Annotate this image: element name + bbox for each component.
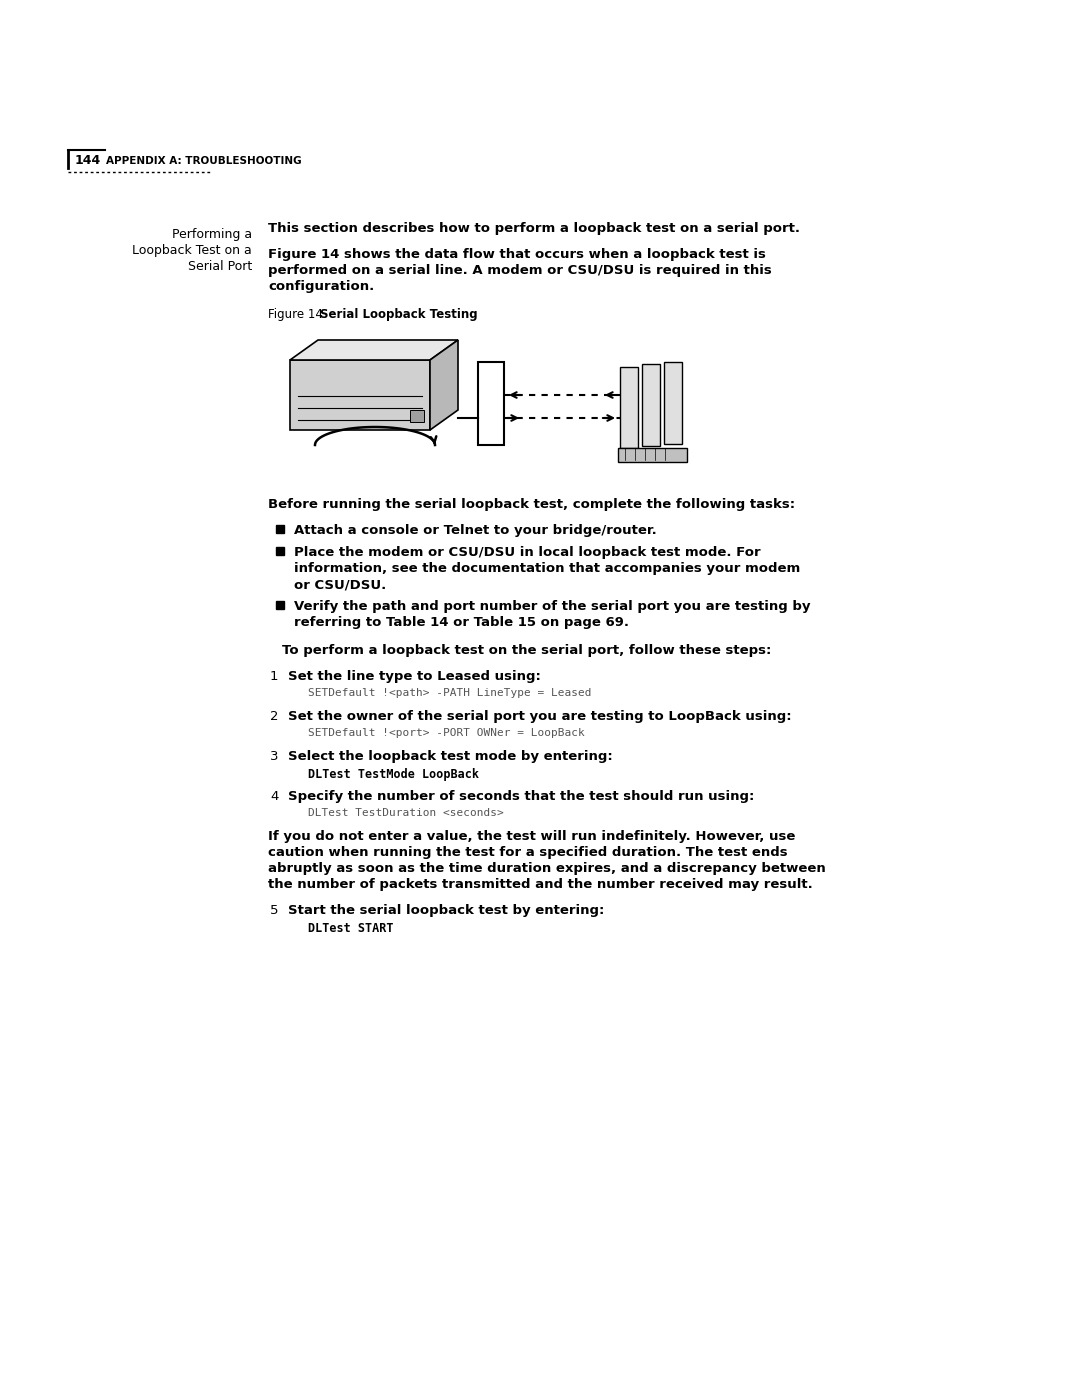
Text: 144: 144: [75, 155, 102, 168]
Text: DLTest TestMode LoopBack: DLTest TestMode LoopBack: [308, 768, 480, 781]
Polygon shape: [620, 367, 638, 448]
Polygon shape: [276, 525, 284, 534]
Text: 3: 3: [270, 750, 279, 763]
Polygon shape: [430, 339, 458, 430]
Text: SETDefault !<path> -PATH LineType = Leased: SETDefault !<path> -PATH LineType = Leas…: [308, 687, 592, 698]
Polygon shape: [478, 362, 504, 446]
Text: 2: 2: [270, 710, 279, 724]
Text: performed on a serial line. A modem or CSU/DSU is required in this: performed on a serial line. A modem or C…: [268, 264, 772, 277]
Text: If you do not enter a value, the test will run indefinitely. However, use: If you do not enter a value, the test wi…: [268, 830, 795, 842]
Text: the number of packets transmitted and the number received may result.: the number of packets transmitted and th…: [268, 877, 813, 891]
Text: Start the serial loopback test by entering:: Start the serial loopback test by enteri…: [288, 904, 605, 916]
Text: Set the owner of the serial port you are testing to LoopBack using:: Set the owner of the serial port you are…: [288, 710, 792, 724]
Text: or CSU/DSU.: or CSU/DSU.: [294, 578, 387, 591]
Polygon shape: [276, 601, 284, 609]
Text: Set the line type to Leased using:: Set the line type to Leased using:: [288, 671, 541, 683]
Text: This section describes how to perform a loopback test on a serial port.: This section describes how to perform a …: [268, 222, 800, 235]
Polygon shape: [618, 448, 687, 462]
Text: 1: 1: [270, 671, 279, 683]
Text: Verify the path and port number of the serial port you are testing by: Verify the path and port number of the s…: [294, 599, 810, 613]
Text: DLTest START: DLTest START: [308, 922, 393, 935]
Polygon shape: [276, 548, 284, 555]
Text: Loopback Test on a: Loopback Test on a: [132, 244, 252, 257]
Text: Before running the serial loopback test, complete the following tasks:: Before running the serial loopback test,…: [268, 497, 795, 511]
Text: To perform a loopback test on the serial port, follow these steps:: To perform a loopback test on the serial…: [282, 644, 771, 657]
Polygon shape: [664, 362, 681, 444]
Polygon shape: [291, 360, 430, 430]
Polygon shape: [410, 409, 424, 422]
Polygon shape: [291, 339, 458, 360]
Text: 4: 4: [270, 789, 279, 803]
Text: configuration.: configuration.: [268, 279, 375, 293]
Text: 5: 5: [270, 904, 279, 916]
Text: information, see the documentation that accompanies your modem: information, see the documentation that …: [294, 562, 800, 576]
Text: Select the loopback test mode by entering:: Select the loopback test mode by enterin…: [288, 750, 612, 763]
Text: Serial Loopback Testing: Serial Loopback Testing: [320, 307, 477, 321]
Text: Attach a console or Telnet to your bridge/router.: Attach a console or Telnet to your bridg…: [294, 524, 657, 536]
Text: referring to Table 14 or Table 15 on page 69.: referring to Table 14 or Table 15 on pag…: [294, 616, 629, 629]
Text: Specify the number of seconds that the test should run using:: Specify the number of seconds that the t…: [288, 789, 754, 803]
Text: APPENDIX A: TROUBLESHOOTING: APPENDIX A: TROUBLESHOOTING: [106, 156, 301, 166]
Text: caution when running the test for a specified duration. The test ends: caution when running the test for a spec…: [268, 847, 787, 859]
Text: SETDefault !<port> -PORT OWNer = LoopBack: SETDefault !<port> -PORT OWNer = LoopBac…: [308, 728, 584, 738]
Text: DLTest TestDuration <seconds>: DLTest TestDuration <seconds>: [308, 807, 503, 819]
Polygon shape: [642, 365, 660, 446]
Text: abruptly as soon as the time duration expires, and a discrepancy between: abruptly as soon as the time duration ex…: [268, 862, 826, 875]
Text: Figure 14: Figure 14: [268, 307, 330, 321]
Text: Serial Port: Serial Port: [188, 260, 252, 272]
Text: Performing a: Performing a: [172, 228, 252, 242]
Text: Figure 14 shows the data flow that occurs when a loopback test is: Figure 14 shows the data flow that occur…: [268, 249, 766, 261]
Text: Place the modem or CSU/DSU in local loopback test mode. For: Place the modem or CSU/DSU in local loop…: [294, 546, 760, 559]
